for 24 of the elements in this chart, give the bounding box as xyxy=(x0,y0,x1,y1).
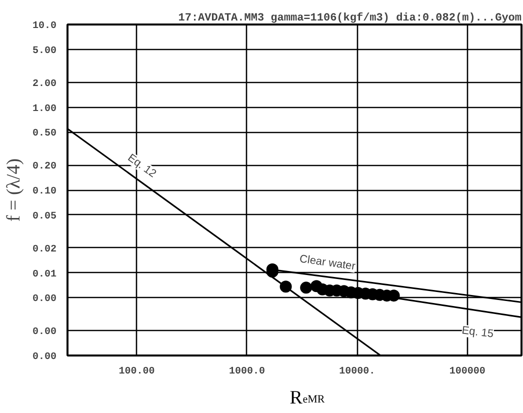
x-tick-label: 1000.0 xyxy=(228,366,265,378)
y-tick-label: 0.05 xyxy=(32,211,57,222)
annotation: Clear water xyxy=(298,253,356,273)
y-tick-label: 0.20 xyxy=(32,162,57,173)
y-tick-label: 0.50 xyxy=(32,128,57,140)
y-tick-label: 10.0 xyxy=(32,21,57,32)
y-tick-label: 2.00 xyxy=(32,78,57,90)
chart-title: 17:AVDATA.MM3 gamma=1106(kgf/m3) dia:0.082(m)...Gyom xyxy=(178,12,522,24)
x-tick-label: 100.00 xyxy=(118,366,155,378)
y-tick-label: 0.00 xyxy=(32,352,57,363)
y-tick-label: 5.00 xyxy=(32,46,57,57)
y-tick-label: 0.00 xyxy=(32,327,57,338)
x-tick-label: 100000 xyxy=(449,366,486,378)
y-tick-label: 0.10 xyxy=(32,186,57,198)
x-axis-title: ReMR xyxy=(290,388,326,408)
y-tick-label: 0.00 xyxy=(32,294,57,306)
point xyxy=(300,282,312,294)
y-axis-title: f = (λ/4) xyxy=(3,158,24,222)
y-tick-label: 0.02 xyxy=(32,244,57,256)
annotation: Eq. 15 xyxy=(461,324,494,340)
y-tick-label: 0.01 xyxy=(32,269,57,280)
x-tick-label: 10000. xyxy=(339,366,376,378)
annotation: Eq. 12 xyxy=(125,152,158,180)
y-tick-label: 1.00 xyxy=(32,104,57,115)
